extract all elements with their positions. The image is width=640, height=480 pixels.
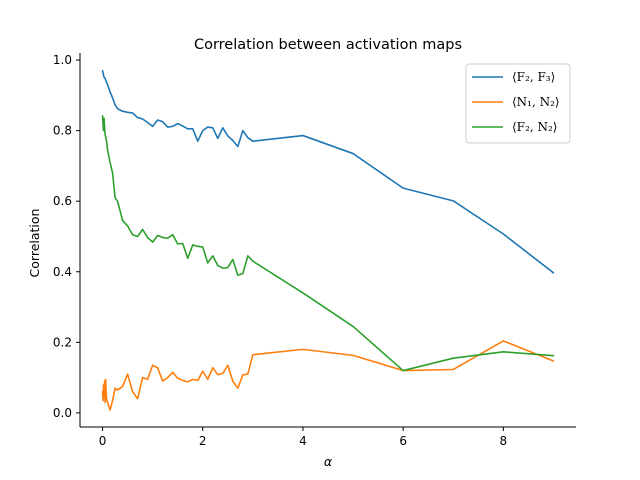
x-ticks: 0 2 4 6 8 [99, 427, 507, 448]
legend: ⟨F₂, F₃⟩ ⟨N₁, N₂⟩ ⟨F₂, N₂⟩ [465, 63, 571, 144]
series-layer [101, 69, 555, 411]
x-tick-label: 4 [299, 434, 307, 448]
y-ticks: 0.0 0.2 0.4 0.6 0.8 1.0 [53, 53, 80, 420]
x-tick-label: 8 [500, 434, 508, 448]
y-axis-label: Correlation [27, 209, 42, 278]
y-tick-label: 1.0 [53, 53, 72, 67]
x-tick-label: 6 [399, 434, 407, 448]
y-tick-label: 0.4 [53, 265, 72, 279]
legend-frame [465, 63, 571, 144]
chart-title: Correlation between activation maps [194, 37, 462, 53]
y-tick-label: 0.0 [53, 406, 72, 420]
legend-label-2: ⟨N₁, N₂⟩ [512, 95, 560, 109]
x-tick-label: 2 [199, 434, 207, 448]
series-line-1 [101, 69, 555, 274]
x-axis-label: α [324, 454, 333, 469]
y-tick-label: 0.6 [53, 194, 72, 208]
legend-label-1: ⟨F₂, F₃⟩ [512, 70, 555, 84]
y-tick-label: 0.2 [53, 335, 72, 349]
y-tick-label: 0.8 [53, 124, 72, 138]
series-line-2 [101, 340, 555, 411]
x-tick-label: 0 [99, 434, 107, 448]
legend-label-3: ⟨F₂, N₂⟩ [512, 120, 557, 134]
series-line-3 [101, 115, 555, 372]
axes-layer [79, 53, 576, 428]
